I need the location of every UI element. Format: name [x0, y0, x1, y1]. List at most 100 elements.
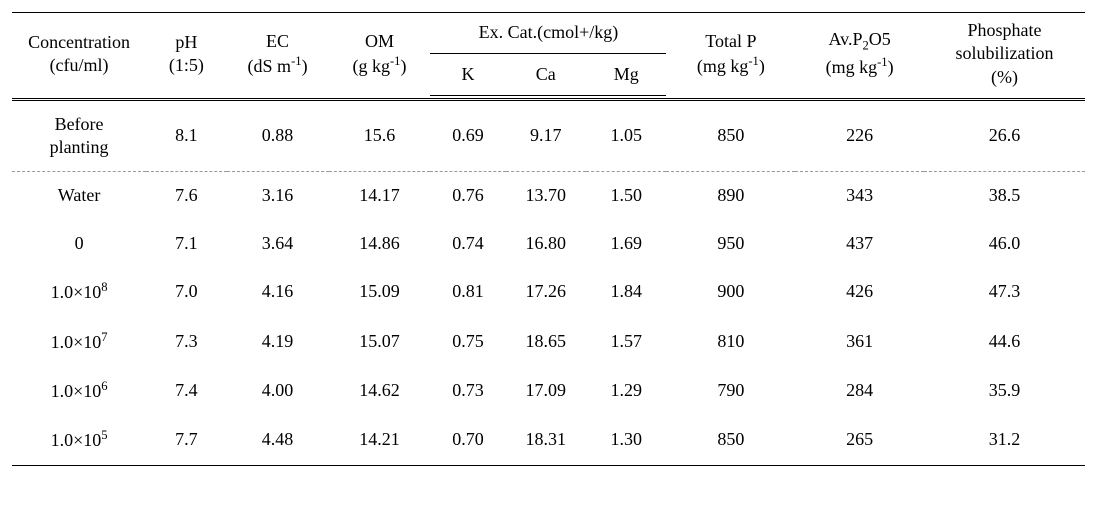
cell-ca: 13.70: [506, 172, 586, 220]
cell-avp: 361: [795, 317, 924, 366]
cell-avp: 265: [795, 415, 924, 465]
cell-om: 14.21: [329, 415, 431, 465]
header-text: (dS m: [248, 56, 292, 76]
cell-ca: 17.09: [506, 366, 586, 415]
cell-psol: 26.6: [924, 99, 1085, 172]
col-mg: Mg: [586, 54, 666, 95]
cell-ec: 3.64: [227, 220, 329, 267]
col-ec: EC (dS m-1): [227, 13, 329, 96]
cell-base: 1.0×10: [51, 282, 102, 302]
cell-mg: 1.84: [586, 267, 666, 316]
cell-psol: 47.3: [924, 267, 1085, 316]
cell-avp: 226: [795, 99, 924, 172]
cell-avp: 284: [795, 366, 924, 415]
header-text: K: [461, 64, 474, 84]
table-row: 1.0×106 7.4 4.00 14.62 0.73 17.09 1.29 7…: [12, 366, 1085, 415]
col-phosphate-solubilization: Phosphate solubilization (%): [924, 13, 1085, 96]
cell-psol: 35.9: [924, 366, 1085, 415]
header-text: ): [302, 56, 308, 76]
cell-mg: 1.30: [586, 415, 666, 465]
cell-avp: 437: [795, 220, 924, 267]
cell-mg: 1.50: [586, 172, 666, 220]
cell-mg: 1.69: [586, 220, 666, 267]
header-text: ): [400, 56, 406, 76]
cell-ph: 7.7: [146, 415, 226, 465]
header-text: (1:5): [169, 55, 204, 75]
header-text: ): [759, 56, 765, 76]
cell-om: 15.09: [329, 267, 431, 316]
cell-ec: 4.19: [227, 317, 329, 366]
table-row: Water 7.6 3.16 14.17 0.76 13.70 1.50 890…: [12, 172, 1085, 220]
header-sup: -1: [390, 54, 401, 68]
cell-base: 1.0×10: [51, 430, 102, 450]
header-text: Ca: [536, 64, 556, 84]
col-k: K: [430, 54, 505, 95]
cell-om: 14.86: [329, 220, 431, 267]
header-text: O: [869, 29, 882, 49]
cell-concentration: Water: [12, 172, 146, 220]
col-ca: Ca: [506, 54, 586, 95]
header-text: (mg kg: [826, 57, 878, 77]
cell-base: 1.0×10: [51, 332, 102, 352]
cell-ph: 7.4: [146, 366, 226, 415]
table-row: 1.0×105 7.7 4.48 14.21 0.70 18.31 1.30 8…: [12, 415, 1085, 465]
cell-k: 0.70: [430, 415, 505, 465]
col-concentration: Concentration (cfu/ml): [12, 13, 146, 96]
cell-om: 15.07: [329, 317, 431, 366]
cell-concentration: 1.0×108: [12, 267, 146, 316]
header-text: pH: [175, 32, 197, 52]
cell-exp: 5: [101, 428, 107, 442]
cell-ec: 4.48: [227, 415, 329, 465]
cell-totalp: 900: [666, 267, 795, 316]
cell-totalp: 890: [666, 172, 795, 220]
cell-psol: 31.2: [924, 415, 1085, 465]
cell-totalp: 950: [666, 220, 795, 267]
cell-ca: 18.65: [506, 317, 586, 366]
table-row: 0 7.1 3.64 14.86 0.74 16.80 1.69 950 437…: [12, 220, 1085, 267]
col-totalp: Total P (mg kg-1): [666, 13, 795, 96]
table-row: Before planting 8.1 0.88 15.6 0.69 9.17 …: [12, 99, 1085, 172]
header-sup: -1: [748, 54, 759, 68]
header-sup: -1: [877, 55, 888, 69]
cell-mg: 1.57: [586, 317, 666, 366]
header-text: Av.P: [828, 29, 862, 49]
cell-psol: 38.5: [924, 172, 1085, 220]
cell-ph: 7.6: [146, 172, 226, 220]
cell-ec: 3.16: [227, 172, 329, 220]
soil-properties-table: Concentration (cfu/ml) pH (1:5) EC (dS m…: [12, 12, 1085, 466]
cell-concentration: 1.0×106: [12, 366, 146, 415]
cell-ca: 18.31: [506, 415, 586, 465]
cell-ca: 16.80: [506, 220, 586, 267]
header-text: Phosphate: [967, 20, 1041, 40]
cell-avp: 426: [795, 267, 924, 316]
cell-text: planting: [50, 137, 109, 157]
cell-ca: 17.26: [506, 267, 586, 316]
cell-totalp: 810: [666, 317, 795, 366]
cell-mg: 1.05: [586, 99, 666, 172]
header-text: OM: [365, 31, 394, 51]
cell-avp: 343: [795, 172, 924, 220]
cell-k: 0.81: [430, 267, 505, 316]
header-text: (mg kg: [697, 56, 749, 76]
header-text: (g kg: [352, 56, 390, 76]
cell-om: 14.17: [329, 172, 431, 220]
header-text: Concentration: [28, 32, 130, 52]
cell-ph: 7.0: [146, 267, 226, 316]
cell-ec: 0.88: [227, 99, 329, 172]
cell-totalp: 850: [666, 415, 795, 465]
cell-mg: 1.29: [586, 366, 666, 415]
cell-exp: 6: [101, 379, 107, 393]
header-text: Ex. Cat.(cmol+/kg): [479, 22, 619, 42]
header-text: 5: [882, 29, 891, 49]
table-row: 1.0×108 7.0 4.16 15.09 0.81 17.26 1.84 9…: [12, 267, 1085, 316]
table-header: Concentration (cfu/ml) pH (1:5) EC (dS m…: [12, 13, 1085, 100]
cell-ph: 7.1: [146, 220, 226, 267]
cell-text: Before: [55, 114, 104, 134]
cell-base: 1.0×10: [51, 381, 102, 401]
cell-psol: 44.6: [924, 317, 1085, 366]
cell-concentration: 1.0×105: [12, 415, 146, 465]
cell-om: 15.6: [329, 99, 431, 172]
cell-concentration: 0: [12, 220, 146, 267]
cell-ph: 8.1: [146, 99, 226, 172]
header-text: EC: [266, 31, 289, 51]
